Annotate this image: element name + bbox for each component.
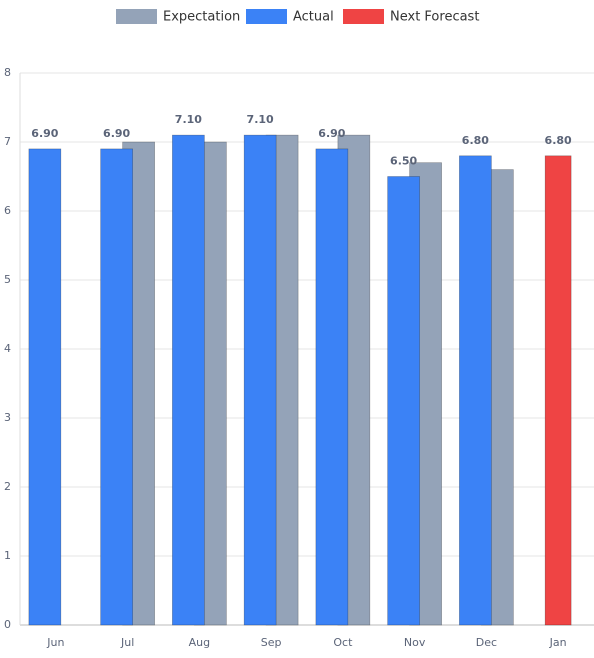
x-tick-label: Jun: [46, 636, 64, 649]
bar: [387, 176, 420, 626]
bar: [100, 148, 133, 626]
value-label: 7.10: [247, 113, 274, 126]
bar: [459, 155, 492, 626]
value-label: 6.90: [103, 127, 130, 140]
legend-swatch: [343, 9, 384, 24]
y-tick-label: 5: [4, 273, 11, 286]
value-label: 6.50: [390, 155, 417, 168]
y-tick-label: 2: [4, 480, 11, 493]
bar: [315, 148, 349, 626]
y-tick-label: 4: [4, 342, 11, 355]
x-tick-label: Jan: [549, 636, 567, 649]
y-tick-label: 1: [4, 549, 11, 562]
y-tick-label: 6: [4, 204, 11, 217]
bar: [28, 148, 62, 626]
bar: [544, 155, 572, 626]
y-tick-label: 8: [4, 66, 11, 79]
legend-label: Actual: [293, 10, 334, 25]
legend-swatch: [246, 9, 287, 24]
legend-label: Next Forecast: [390, 10, 479, 25]
y-tick-label: 0: [4, 618, 11, 631]
x-tick-label: Jul: [120, 636, 134, 649]
x-tick-label: Nov: [404, 636, 426, 649]
bar: [172, 134, 205, 626]
x-tick-label: Sep: [261, 636, 282, 649]
x-tick-label: Aug: [189, 636, 210, 649]
y-tick-label: 3: [4, 411, 11, 424]
value-label: 6.90: [31, 127, 58, 140]
value-label: 6.80: [545, 134, 572, 147]
x-tick-label: Oct: [333, 636, 353, 649]
value-label: 7.10: [175, 113, 202, 126]
value-label: 6.90: [318, 127, 345, 140]
legend-label: Expectation: [163, 10, 240, 25]
y-tick-label: 7: [4, 135, 11, 148]
legend-swatch: [116, 9, 157, 24]
value-label: 6.80: [462, 134, 489, 147]
bar: [243, 134, 277, 626]
x-tick-label: Dec: [476, 636, 497, 649]
